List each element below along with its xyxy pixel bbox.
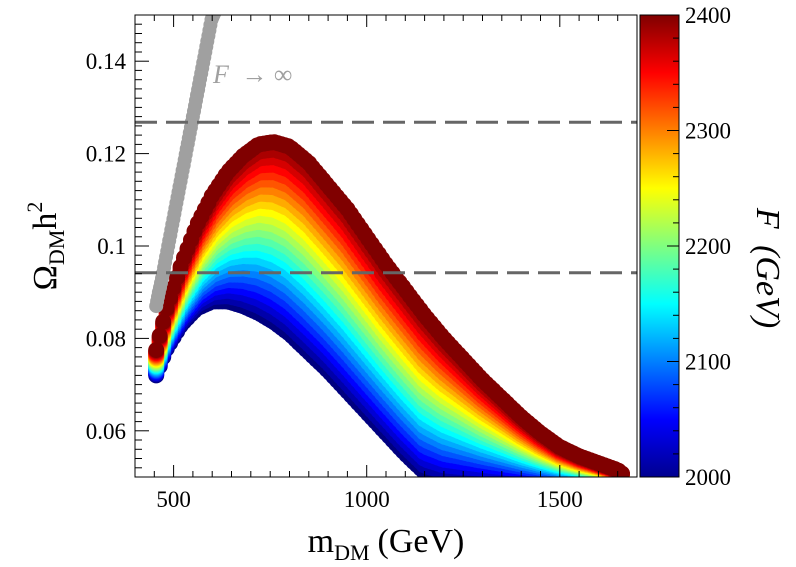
y-axis-ticks: 0.06 0.08 0.1 0.12 0.14 — [86, 14, 149, 478]
colorbar-tick-label: 2300 — [685, 119, 731, 144]
colorbar-label-unit: (GeV) — [749, 245, 786, 328]
y-axis-label-tail: h — [27, 213, 64, 230]
f-infinity-label-main: F — [212, 60, 230, 89]
x-axis-label-sub: DM — [334, 540, 369, 565]
colorbar-tick-label: 2400 — [685, 3, 731, 28]
y-axis-label-sup: 2 — [22, 202, 47, 213]
colorbar-tick-label: 2200 — [685, 234, 731, 259]
y-axis-label: ΩDMh2 — [22, 202, 69, 291]
colorbar-label-main: F — [749, 207, 786, 230]
x-tick-label: 500 — [156, 487, 191, 512]
x-axis-label-unit: (GeV) — [378, 523, 465, 560]
f-infinity-label: F → ∞ — [212, 60, 292, 89]
band-point — [151, 327, 168, 344]
colorbar-tick-label: 2100 — [685, 350, 731, 375]
x-axis-label-main: m — [308, 523, 334, 560]
y-tick-label: 0.06 — [86, 419, 126, 444]
colorbar-ticks: 2000 2100 2200 2300 2400 — [667, 3, 731, 490]
band-point — [155, 313, 172, 330]
x-axis-label: mDM (GeV) — [308, 523, 465, 565]
colorbar-label: F (GeV) — [749, 207, 786, 328]
scan-band — [148, 134, 630, 477]
y-tick-label: 0.12 — [86, 142, 126, 167]
x-axis-ticks: 500 1000 1500 — [134, 15, 638, 512]
band-point — [148, 342, 165, 358]
y-tick-label: 0.1 — [97, 234, 126, 259]
f-infinity-series — [149, 15, 222, 314]
f-infinity-label-arrow: → ∞ — [241, 60, 292, 89]
band-point — [613, 465, 630, 477]
colorbar-tick-label: 2000 — [685, 465, 731, 490]
gray-point — [207, 15, 222, 20]
reference-lines — [135, 120, 637, 275]
x-tick-label: 1000 — [344, 487, 390, 512]
y-tick-label: 0.14 — [86, 49, 127, 74]
y-axis-label-sub: DM — [44, 230, 69, 265]
y-axis-label-main: Ω — [27, 265, 64, 290]
y-tick-label: 0.08 — [86, 326, 126, 351]
x-tick-label: 1500 — [537, 487, 583, 512]
